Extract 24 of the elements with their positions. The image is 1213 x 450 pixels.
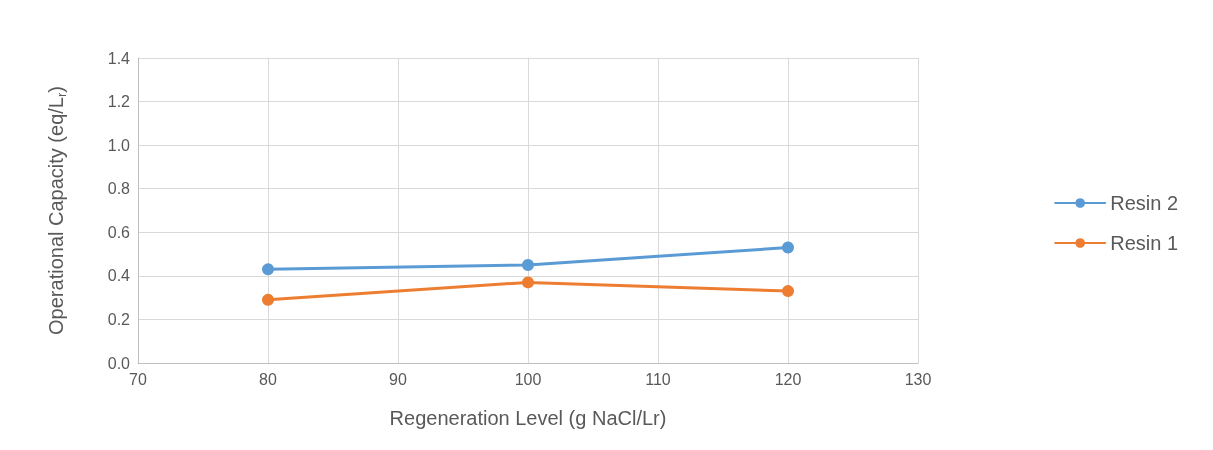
legend-label: Resin 1 bbox=[1110, 232, 1178, 254]
x-tick-label: 90 bbox=[389, 370, 407, 388]
x-tick-label: 110 bbox=[645, 370, 671, 388]
y-tick-label: 0.6 bbox=[107, 223, 131, 241]
y-tick-label: 1.0 bbox=[107, 136, 131, 154]
point bbox=[522, 276, 534, 289]
x-tick-label: 70 bbox=[129, 370, 147, 388]
y-tick-label: 0.2 bbox=[107, 310, 131, 328]
point bbox=[262, 263, 274, 276]
point bbox=[782, 241, 794, 254]
x-tick-label: 130 bbox=[904, 370, 932, 388]
y-tick-label: 1.2 bbox=[107, 93, 131, 111]
point bbox=[522, 258, 534, 271]
y-tick-label: 0.0 bbox=[107, 354, 131, 372]
legend-label: Resin 2 bbox=[1110, 192, 1178, 214]
x-axis-title: Regeneration Level (g NaCl/Lr) bbox=[389, 407, 667, 429]
y-tick-label: 0.4 bbox=[107, 267, 131, 285]
point bbox=[782, 285, 794, 298]
y-tick-label: 1.4 bbox=[107, 49, 131, 67]
x-tick-label: 120 bbox=[774, 370, 802, 388]
y-tick-label: 0.8 bbox=[107, 180, 131, 198]
x-tick-label: 100 bbox=[514, 370, 542, 388]
point bbox=[262, 293, 274, 306]
x-tick-label: 80 bbox=[259, 370, 277, 388]
